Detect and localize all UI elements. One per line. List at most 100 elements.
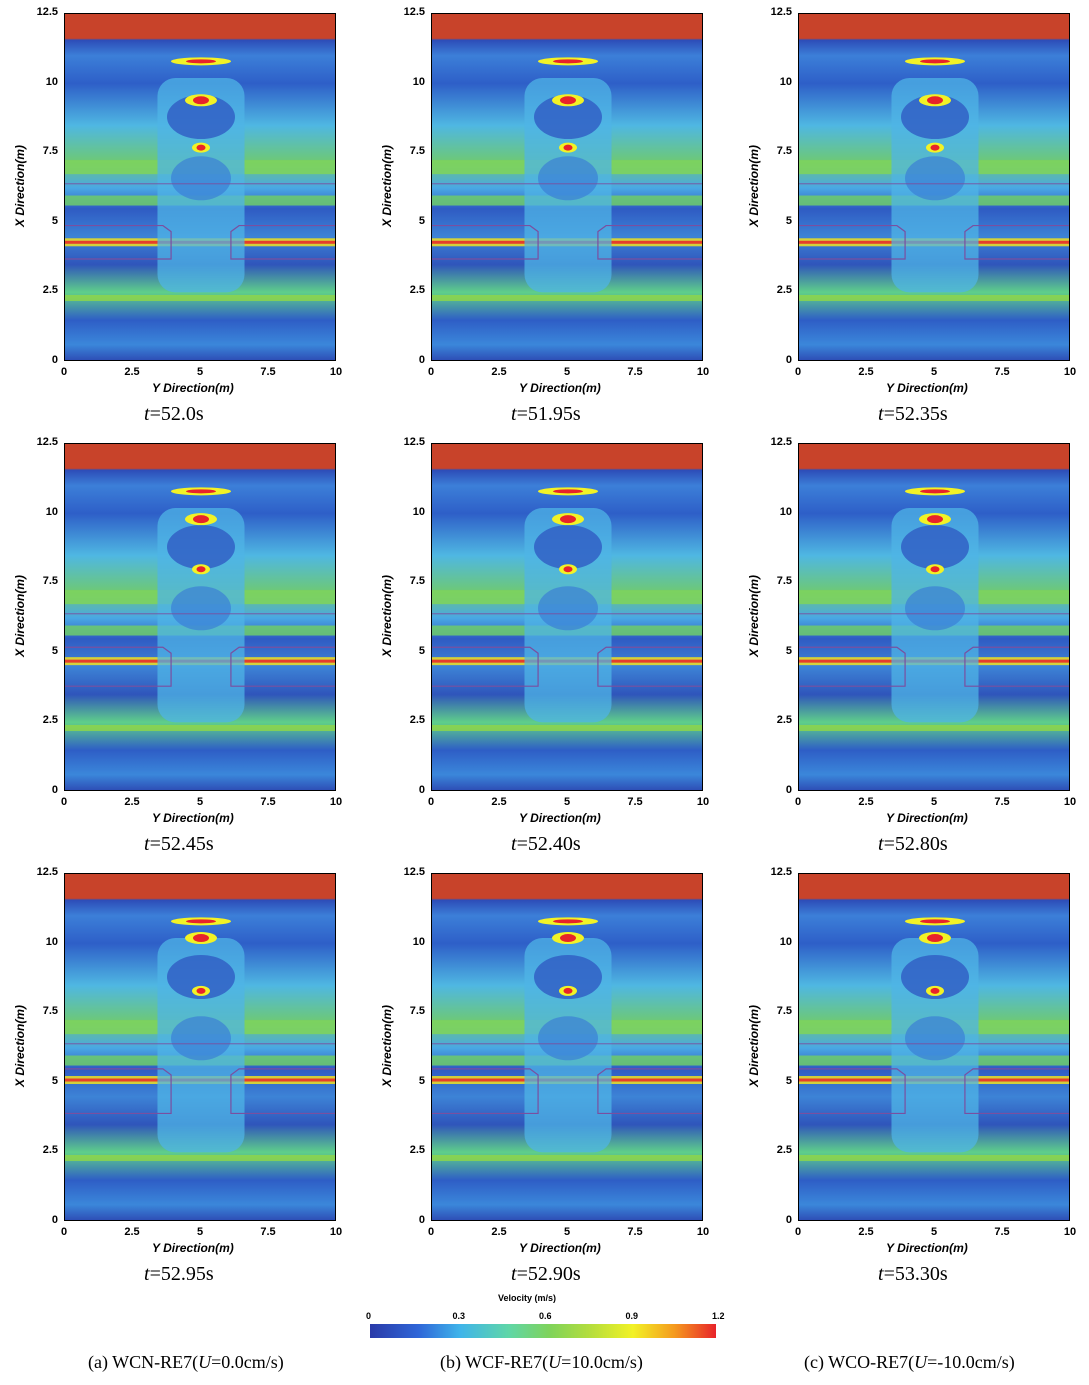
vortex-left-upper xyxy=(534,95,602,140)
caption-b-prefix: (b) WCF-RE7( xyxy=(440,1352,549,1372)
x-tick-label: 5 xyxy=(196,796,204,808)
structure-outline-right xyxy=(597,1068,702,1115)
flow-panel-b1: 0 2.5 5 7.5 10 12.5 0 2.5 5 7.5 10 X Direction(m) Y … xyxy=(367,0,722,430)
y-axis-label: X Direction(m) xyxy=(747,1005,761,1088)
y-tick-label: 7.5 xyxy=(776,145,792,158)
x-tick-label: 7.5 xyxy=(994,1226,1010,1238)
x-axis-label: Y Direction(m) xyxy=(886,1241,968,1255)
x-tick-label: 10 xyxy=(329,366,343,378)
time-label: t=51.95s xyxy=(511,403,581,425)
structure-outline-right xyxy=(230,224,335,260)
velocity-field-plot xyxy=(64,443,336,791)
time-value: 52.0s xyxy=(160,403,204,425)
y-axis-label: X Direction(m) xyxy=(13,575,27,658)
y-tick-label: 0 xyxy=(51,784,58,796)
x-tick-label: 7.5 xyxy=(627,366,643,378)
colorbar-tick-label: 0.6 xyxy=(539,1311,552,1321)
time-label: t=52.0s xyxy=(144,403,204,425)
colorbar xyxy=(370,1324,716,1338)
y-tick-label: 12.5 xyxy=(770,866,792,878)
x-tick-label: 7.5 xyxy=(994,796,1010,808)
velocity-band-0 xyxy=(432,294,702,301)
vortex-left-upper xyxy=(901,955,969,1000)
vortex-middle xyxy=(538,1016,598,1061)
y-tick-label: 0 xyxy=(785,1214,792,1226)
vortex-middle xyxy=(905,586,965,631)
x-axis-label: Y Direction(m) xyxy=(519,381,601,395)
y-axis-label: X Direction(m) xyxy=(380,575,394,658)
y-tick-label: 2.5 xyxy=(776,284,792,297)
hot-spot-1 xyxy=(196,987,206,994)
vortex-middle xyxy=(171,156,231,201)
velocity-field-plot xyxy=(431,873,703,1221)
time-label: t=52.40s xyxy=(511,833,581,855)
caption-a-prefix: (a) WCN-RE7( xyxy=(88,1352,199,1372)
structure-outline-left xyxy=(432,224,539,260)
y-tick-label: 10 xyxy=(779,75,792,88)
y-tick-label: 7.5 xyxy=(776,1005,792,1018)
caption-b-u: U xyxy=(548,1352,562,1372)
structure-outline-left xyxy=(65,646,172,687)
y-tick-label: 12.5 xyxy=(403,866,425,878)
x-tick-label: 2.5 xyxy=(124,366,140,378)
x-tick-label: 10 xyxy=(329,1226,343,1238)
x-tick-label: 10 xyxy=(696,1226,710,1238)
hot-spot-1 xyxy=(930,566,940,573)
x-tick-label: 2.5 xyxy=(124,1226,140,1238)
y-tick-label: 12.5 xyxy=(36,866,58,878)
y-tick-label: 5 xyxy=(785,214,792,227)
y-tick-label: 2.5 xyxy=(409,1144,425,1157)
y-tick-label: 12.5 xyxy=(403,436,425,448)
velocity-field-plot xyxy=(798,13,1070,361)
x-tick-label: 5 xyxy=(196,366,204,378)
vortex-left-upper xyxy=(901,525,969,570)
vortex-middle xyxy=(538,156,598,201)
time-value: 52.45s xyxy=(160,833,214,855)
x-tick-label: 2.5 xyxy=(491,1226,507,1238)
structure-outline-right xyxy=(964,1068,1069,1115)
y-tick-label: 0 xyxy=(51,354,58,366)
velocity-field-plot xyxy=(798,873,1070,1221)
y-tick-label: 10 xyxy=(45,75,58,88)
x-tick-label: 10 xyxy=(329,796,343,808)
y-tick-label: 12.5 xyxy=(770,6,792,18)
x-tick-label: 7.5 xyxy=(994,366,1010,378)
velocity-field-plot xyxy=(431,443,703,791)
vortex-left-upper xyxy=(534,525,602,570)
x-tick-label: 2.5 xyxy=(858,796,874,808)
caption-b: (b) WCF-RE7(U=10.0cm/s) xyxy=(440,1352,643,1373)
vortex-middle xyxy=(171,586,231,631)
velocity-band-0 xyxy=(799,724,1069,731)
vortex-left-upper xyxy=(534,955,602,1000)
x-tick-label: 2.5 xyxy=(858,366,874,378)
colorbar-tick-label: 0.3 xyxy=(452,1311,466,1321)
flow-panel-a3: 0 2.5 5 7.5 10 12.5 0 2.5 5 7.5 10 X Direction(m) Y … xyxy=(0,860,355,1290)
y-axis-label: X Direction(m) xyxy=(747,145,761,228)
caption-a: (a) WCN-RE7(U=0.0cm/s) xyxy=(88,1352,284,1373)
x-tick-label: 10 xyxy=(1063,796,1077,808)
hot-spot-2 xyxy=(186,59,216,64)
vortex-left-upper xyxy=(167,955,235,1000)
x-tick-label: 0 xyxy=(794,796,802,808)
time-symbol: t xyxy=(878,403,884,425)
hot-spot-0 xyxy=(193,96,209,105)
hot-spot-0 xyxy=(193,934,209,943)
x-tick-label: 10 xyxy=(696,796,710,808)
x-tick-label: 2.5 xyxy=(124,796,140,808)
x-tick-label: 5 xyxy=(930,796,938,808)
x-tick-label: 2.5 xyxy=(491,796,507,808)
hot-spot-1 xyxy=(563,566,573,573)
vortex-left-upper xyxy=(167,95,235,140)
time-label: t=52.90s xyxy=(511,1263,581,1285)
y-tick-label: 0 xyxy=(418,354,425,366)
vortex-middle xyxy=(905,1016,965,1061)
y-axis-label: X Direction(m) xyxy=(747,575,761,658)
x-axis-label: Y Direction(m) xyxy=(152,1241,234,1255)
time-value: 52.90s xyxy=(527,1263,581,1285)
time-value: 53.30s xyxy=(894,1263,948,1285)
y-axis-label: X Direction(m) xyxy=(13,145,27,228)
x-tick-label: 0 xyxy=(427,1226,435,1238)
structure-outline-right xyxy=(964,646,1069,687)
y-tick-label: 12.5 xyxy=(36,6,58,18)
x-tick-label: 10 xyxy=(1063,1226,1077,1238)
